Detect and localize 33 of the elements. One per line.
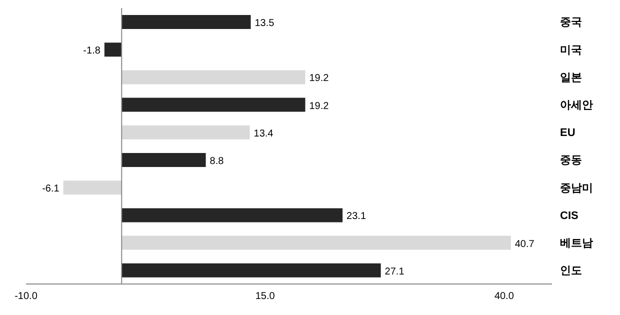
data-label: 27.1 bbox=[384, 266, 405, 278]
y-tick-label: 미국 bbox=[560, 44, 582, 56]
data-label: 13.4 bbox=[254, 128, 274, 140]
bar bbox=[122, 263, 381, 278]
bar bbox=[63, 180, 122, 195]
bar bbox=[122, 15, 251, 29]
x-tick-label: 15.0 bbox=[255, 291, 276, 302]
data-label: 40.7 bbox=[514, 238, 535, 250]
bar bbox=[122, 98, 306, 112]
y-tick-label: 베트남 bbox=[560, 238, 593, 250]
bar bbox=[122, 208, 343, 222]
bar bbox=[122, 125, 250, 140]
y-tick-label: EU bbox=[560, 127, 576, 140]
bar bbox=[104, 42, 122, 57]
data-label: 19.2 bbox=[309, 73, 330, 84]
bar bbox=[122, 70, 306, 84]
y-tick-label: 아세안 bbox=[560, 100, 593, 112]
x-tick-label: -10.0 bbox=[14, 291, 38, 302]
data-label: 8.8 bbox=[210, 156, 224, 167]
data-label: 23.1 bbox=[346, 211, 366, 222]
data-label: -6.1 bbox=[42, 184, 60, 195]
y-tick-label: 중국 bbox=[560, 16, 582, 29]
x-tick-label: 40.0 bbox=[494, 291, 514, 302]
data-label: 19.2 bbox=[309, 100, 330, 112]
y-tick-label: CIS bbox=[560, 210, 578, 222]
y-tick-label: 중남미 bbox=[560, 182, 593, 194]
bar bbox=[122, 153, 206, 167]
bar bbox=[122, 236, 511, 250]
y-tick-label: 인도 bbox=[560, 265, 582, 278]
y-tick-label: 일본 bbox=[560, 72, 582, 84]
y-tick-label: 중동 bbox=[560, 154, 582, 167]
data-label: -1.8 bbox=[83, 46, 101, 57]
data-label: 13.5 bbox=[254, 18, 275, 29]
